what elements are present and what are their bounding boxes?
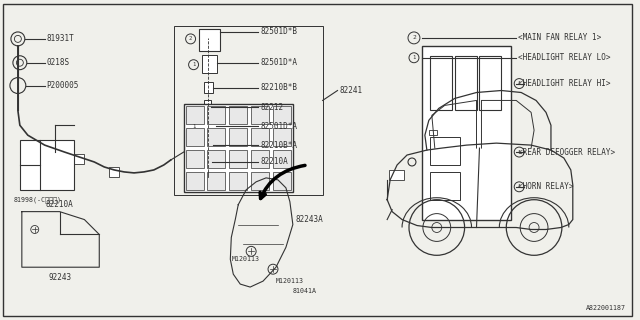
Bar [251,128,269,146]
Text: <HEADLIGHT RELAY LO>: <HEADLIGHT RELAY LO> [518,53,611,62]
Bar [422,46,511,220]
Bar [207,172,225,190]
Bar [229,106,247,124]
Bar [273,172,291,190]
Text: 82210B*A: 82210B*A [260,140,297,150]
Text: 81041A: 81041A [293,288,317,294]
Text: P200005: P200005 [47,81,79,90]
Bar [184,104,293,192]
Bar [186,172,204,190]
Bar [204,157,212,167]
Text: 1: 1 [192,124,195,129]
Bar [479,56,501,110]
Bar [389,170,404,180]
Bar [204,82,213,93]
Bar [204,100,211,114]
Bar [251,106,269,124]
Text: <REAR DEFOGGER RELAY>: <REAR DEFOGGER RELAY> [518,148,615,156]
Text: 82501D*A: 82501D*A [260,122,297,131]
Text: <HORN RELAY>: <HORN RELAY> [518,182,573,191]
Text: 0218S: 0218S [47,58,70,67]
Text: 82210A: 82210A [45,200,74,209]
Text: M120113: M120113 [276,278,304,284]
Text: 1: 1 [518,184,521,189]
Text: <MAIN FAN RELAY 1>: <MAIN FAN RELAY 1> [518,33,602,42]
Bar [202,55,218,73]
Text: 82501D*A: 82501D*A [260,58,297,67]
Bar [273,106,291,124]
Text: 81931T: 81931T [47,34,74,44]
Text: 82210B*B: 82210B*B [260,83,297,92]
Bar [229,128,247,146]
Text: 2: 2 [412,36,416,40]
Text: 82212: 82212 [260,103,284,112]
Bar [20,140,74,190]
Text: 82243A: 82243A [296,215,324,224]
Bar [273,128,291,146]
Bar [251,172,269,190]
Bar [207,128,225,146]
Text: 1: 1 [412,55,415,60]
Bar [173,26,323,195]
Text: 82241: 82241 [339,86,363,95]
Text: M120113: M120113 [231,256,259,262]
Bar [74,154,84,164]
Bar [430,172,460,200]
Text: A822001187: A822001187 [586,305,625,311]
Text: 1: 1 [518,149,521,155]
Text: <HEADLIGHT RELAY HI>: <HEADLIGHT RELAY HI> [518,79,611,88]
Bar [198,29,220,51]
Bar [251,150,269,168]
Bar [186,150,204,168]
Bar [204,139,213,150]
Text: 1: 1 [192,62,195,67]
Bar [229,172,247,190]
Bar [229,150,247,168]
Bar [186,128,204,146]
Text: 82501D*B: 82501D*B [260,28,297,36]
Bar [429,130,436,135]
Text: 2: 2 [189,36,192,41]
Text: 81998(-C車なし): 81998(-C車なし) [13,196,61,203]
Bar [186,106,204,124]
Bar [207,150,225,168]
Text: 1: 1 [518,81,521,86]
Text: 82210A: 82210A [260,157,288,166]
Bar [202,118,216,134]
Bar [40,145,50,155]
Bar [430,56,452,110]
Bar [454,56,477,110]
Bar [273,150,291,168]
Text: 92243: 92243 [48,273,71,282]
Bar [207,106,225,124]
Bar [109,167,119,177]
Bar [430,137,460,165]
